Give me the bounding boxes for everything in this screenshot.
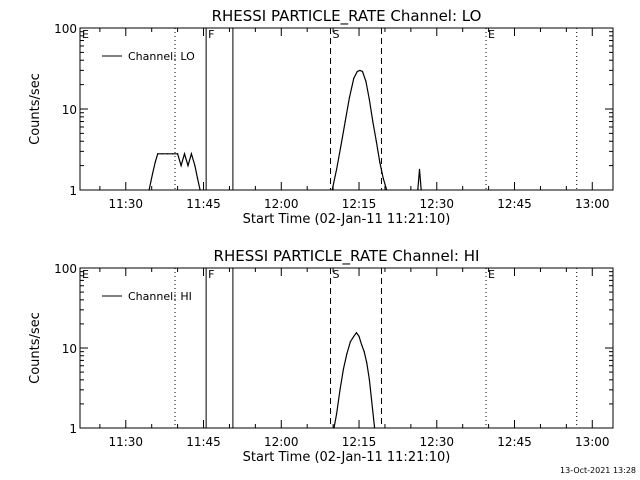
x-tick-label: 12:00 (264, 435, 299, 449)
panel-2: RHESSI PARTICLE_RATE Channel: HI 11:30 11:… (28, 247, 614, 465)
y-axis-label: Counts/sec (28, 312, 43, 384)
data-point (363, 351, 365, 353)
y-tick-label: 100 (54, 262, 77, 276)
data-point (371, 403, 373, 405)
x-tick-label: 11:45 (186, 435, 221, 449)
event-label: S (333, 28, 340, 41)
data-point (368, 99, 370, 101)
data-point (361, 70, 364, 73)
data-point (148, 189, 150, 191)
event-label: S (333, 268, 340, 281)
x-axis-label: Start Time (02-Jan-11 11:21:10) (243, 212, 451, 227)
data-point (344, 120, 346, 123)
y-axis-label: Counts/sec (28, 73, 43, 145)
data-point (333, 427, 335, 429)
x-tick-label: 11:30 (108, 435, 143, 449)
data-point (355, 332, 358, 334)
data-point (348, 96, 351, 98)
data-point (166, 153, 168, 155)
series-line (331, 69, 388, 191)
data-point (382, 177, 384, 179)
y-tick-label: 10 (62, 342, 77, 356)
data-point (180, 165, 182, 167)
data-point (386, 189, 388, 191)
data-point (418, 168, 421, 170)
chart-title: RHESSI PARTICLE_RATE Channel: LO (212, 7, 482, 26)
series-line (333, 331, 376, 429)
panel-1: RHESSI PARTICLE_RATE Channel: LO 11:30 11:… (28, 7, 614, 227)
data-point (372, 120, 374, 123)
series-line (417, 169, 422, 191)
legend-entry: Channel: HI (128, 290, 192, 303)
data-point (358, 335, 360, 337)
x-tick-label: 12:15 (342, 435, 377, 449)
data-point (177, 153, 179, 155)
data-point (171, 153, 174, 155)
x-tick-label: 11:30 (108, 197, 143, 211)
event-label: E (82, 28, 89, 41)
y-tick-label: 10 (62, 103, 77, 117)
data-point (373, 427, 376, 429)
data-point (335, 413, 338, 415)
data-point (157, 153, 159, 155)
data-point (187, 165, 189, 167)
x-tick-label: 12:45 (497, 435, 532, 449)
x-tick-label: 12:45 (497, 197, 532, 211)
data-point (365, 80, 367, 82)
data-point (196, 177, 199, 179)
data-point (368, 379, 370, 381)
data-point (339, 389, 341, 391)
data-point (190, 153, 193, 155)
event-label: E (488, 28, 495, 41)
x-tick-label: 12:30 (419, 197, 454, 211)
data-point (361, 344, 363, 346)
event-label: F (208, 28, 214, 41)
data-point (335, 168, 338, 170)
data-point (340, 145, 342, 147)
x-tick-label: 11:45 (186, 197, 221, 211)
data-point (331, 189, 333, 191)
print-timestamp: 13-Oct-2021 13:28 (560, 466, 636, 475)
y-tick-label: 100 (54, 22, 77, 36)
y-tick-label: 1 (69, 422, 77, 436)
data-point (199, 189, 201, 191)
y-tick-label: 1 (69, 184, 77, 198)
data-point (151, 172, 154, 175)
x-axis-label: Start Time (02-Jan-11 11:21:10) (243, 450, 451, 465)
data-point (379, 161, 381, 163)
data-point (346, 353, 348, 355)
data-point (194, 165, 196, 167)
data-point (342, 368, 345, 370)
data-point (154, 161, 156, 163)
data-point (420, 189, 422, 191)
data-point (183, 153, 186, 155)
event-label: F (208, 268, 214, 281)
data-point (417, 189, 419, 191)
x-tick-label: 13:00 (575, 197, 610, 211)
event-label: E (82, 268, 89, 281)
data-point (375, 140, 377, 142)
data-point (353, 335, 355, 337)
event-label: E (488, 268, 495, 281)
legend-entry: Channel: LO (128, 50, 195, 63)
data-point (356, 70, 358, 73)
data-point (366, 362, 368, 364)
x-tick-label: 12:30 (419, 435, 454, 449)
data-point (349, 341, 351, 343)
chart-title: RHESSI PARTICLE_RATE Channel: HI (214, 247, 480, 266)
x-tick-label: 12:00 (264, 197, 299, 211)
x-tick-label: 13:00 (575, 435, 610, 449)
x-tick-label: 12:15 (342, 197, 377, 211)
data-point (359, 69, 361, 71)
data-point (161, 153, 163, 155)
data-point (353, 77, 355, 79)
